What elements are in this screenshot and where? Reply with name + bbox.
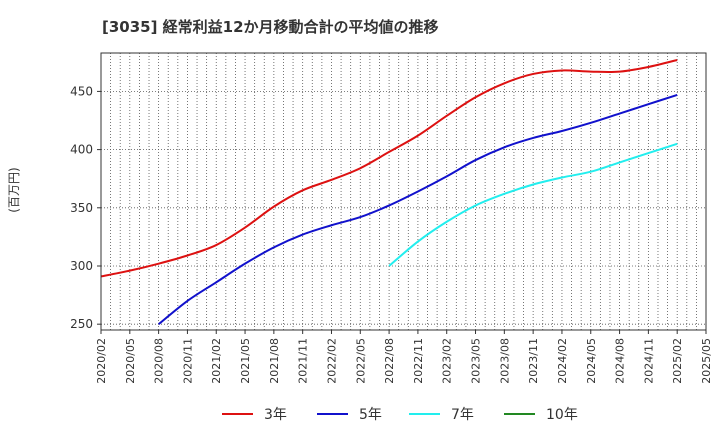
x-tick-label: 2025/02 bbox=[671, 338, 684, 384]
x-tick-label: 2020/11 bbox=[181, 338, 194, 384]
chart-title: [3035] 経常利益12か月移動合計の平均値の推移 bbox=[102, 18, 439, 36]
x-tick-label: 2020/08 bbox=[153, 338, 166, 384]
x-tick-label: 2021/11 bbox=[297, 338, 310, 384]
legend: 3年 5年 7年 10年 bbox=[222, 407, 578, 423]
x-tick-label: 2021/02 bbox=[210, 338, 223, 384]
x-tick-label: 2021/08 bbox=[268, 338, 281, 384]
x-tick-label: 2024/02 bbox=[556, 338, 569, 384]
series-line-7年 bbox=[388, 142, 678, 267]
legend-label: 3年 bbox=[264, 407, 287, 423]
grid bbox=[101, 53, 706, 330]
y-tick-label: 250 bbox=[70, 317, 93, 331]
y-tick-label: 350 bbox=[70, 201, 93, 215]
series-line-3年 bbox=[100, 59, 678, 278]
series-line-5年 bbox=[157, 93, 678, 325]
x-tick-label: 2023/05 bbox=[470, 338, 483, 384]
x-tick-label: 2022/11 bbox=[412, 338, 425, 384]
x-tick-label: 2023/11 bbox=[527, 338, 540, 384]
x-tick-label: 2020/05 bbox=[124, 338, 137, 384]
x-tick-label: 2022/05 bbox=[354, 338, 367, 384]
legend-label: 7年 bbox=[451, 407, 474, 423]
legend-label: 5年 bbox=[359, 407, 382, 423]
x-tick-label: 2023/08 bbox=[498, 338, 511, 384]
y-axis-ticks: 250 300 350 400 450 bbox=[70, 84, 101, 331]
y-tick-label: 300 bbox=[70, 259, 93, 273]
y-tick-label: 450 bbox=[70, 84, 93, 98]
x-tick-label: 2023/02 bbox=[441, 338, 454, 384]
x-tick-label: 2024/11 bbox=[642, 338, 655, 384]
x-axis-ticks: 2020/02 2020/05 2020/08 2020/11 2021/02 2021/… bbox=[95, 330, 713, 384]
x-tick-label: 2020/02 bbox=[95, 338, 108, 384]
x-tick-label: 2022/02 bbox=[325, 338, 338, 384]
plot-frame bbox=[100, 52, 707, 331]
legend-label: 10年 bbox=[546, 407, 578, 423]
x-tick-label: 2022/08 bbox=[383, 338, 396, 384]
x-tick-label: 2024/08 bbox=[614, 338, 627, 384]
x-tick-label: 2025/05 bbox=[700, 338, 713, 384]
y-tick-label: 400 bbox=[70, 143, 93, 157]
series-lines bbox=[100, 59, 678, 325]
x-tick-label: 2024/05 bbox=[585, 338, 598, 384]
x-tick-label: 2021/05 bbox=[239, 338, 252, 384]
y-axis-label: (百万円) bbox=[7, 167, 21, 212]
